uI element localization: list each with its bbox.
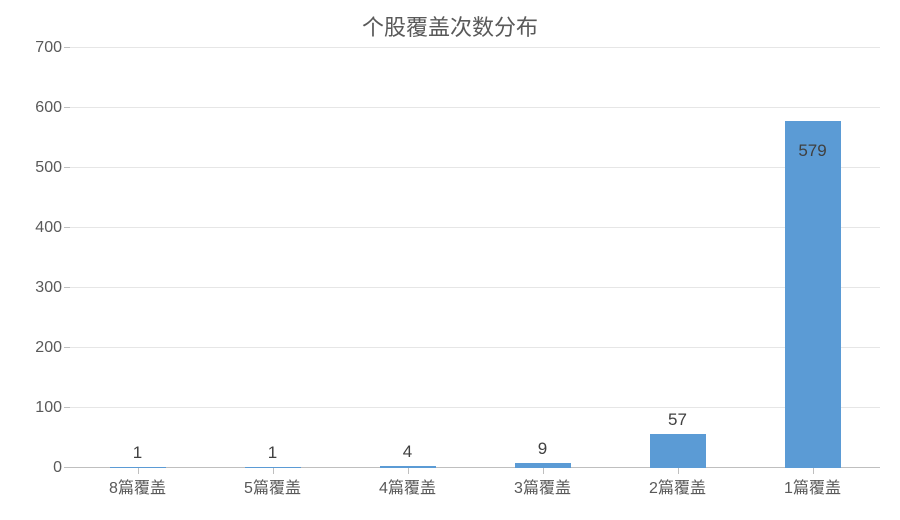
ytick-mark	[64, 467, 70, 468]
bar	[785, 121, 841, 468]
ytick-mark	[64, 167, 70, 168]
ytick-label: 200	[12, 339, 62, 357]
ytick-mark	[64, 287, 70, 288]
ytick-label: 600	[12, 99, 62, 117]
xtick-label: 4篇覆盖	[379, 474, 436, 498]
chart-title: 个股覆盖次数分布	[0, 10, 900, 42]
bar-value-label: 4	[380, 442, 436, 462]
bar-value-label: 9	[515, 439, 571, 459]
xtick-label: 8篇覆盖	[109, 474, 166, 498]
ytick-label: 300	[12, 279, 62, 297]
gridline	[70, 227, 880, 228]
xtick-label: 3篇覆盖	[514, 474, 571, 498]
bar	[650, 434, 706, 468]
ytick-mark	[64, 347, 70, 348]
x-axis-baseline	[70, 467, 880, 468]
bar-value-label: 1	[245, 443, 301, 463]
chart-container: 个股覆盖次数分布 1 1 4 9 57 579 0 100 200 300 400 500 600 70…	[0, 0, 900, 520]
ytick-mark	[64, 407, 70, 408]
gridline	[70, 167, 880, 168]
gridline	[70, 347, 880, 348]
ytick-label: 0	[12, 459, 62, 477]
bar-group: 579	[785, 121, 841, 468]
bar-value-label: 1	[110, 443, 166, 463]
xtick-label: 2篇覆盖	[649, 474, 706, 498]
gridline	[70, 407, 880, 408]
ytick-label: 700	[12, 39, 62, 57]
bar-value-label: 57	[650, 410, 706, 430]
plot-area: 1 1 4 9 57 579	[70, 48, 880, 468]
xtick-label: 1篇覆盖	[784, 474, 841, 498]
ytick-mark	[64, 227, 70, 228]
ytick-label: 400	[12, 219, 62, 237]
ytick-label: 500	[12, 159, 62, 177]
ytick-mark	[64, 47, 70, 48]
gridline	[70, 47, 880, 48]
gridline	[70, 287, 880, 288]
xtick-label: 5篇覆盖	[244, 474, 301, 498]
bar-group: 57	[650, 434, 706, 468]
ytick-label: 100	[12, 399, 62, 417]
ytick-mark	[64, 107, 70, 108]
bar-value-label: 579	[785, 141, 841, 161]
gridline	[70, 107, 880, 108]
